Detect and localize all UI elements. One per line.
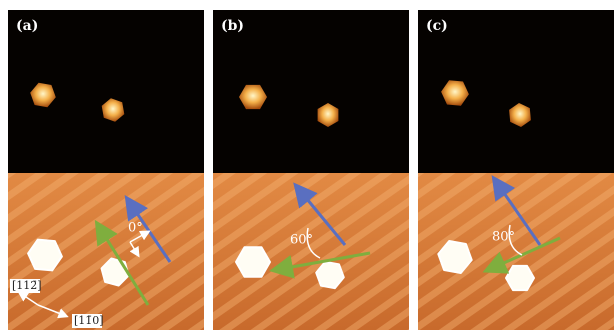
direction-label: [112̄] — [12, 279, 42, 292]
figure: (a) 0° (b) 60° (c) 80° [112̄] [11̄0] — [0, 0, 615, 333]
panel-label: (c) — [426, 18, 448, 34]
panel: (b) 60° — [213, 10, 409, 330]
panel: (c) 80° — [418, 10, 614, 330]
direction-label: [11̄0] — [74, 314, 104, 327]
angle-label: 60° — [290, 233, 313, 248]
angle-label: 0° — [128, 221, 143, 236]
angle-label: 80° — [492, 230, 515, 245]
molecule — [506, 266, 534, 290]
molecule — [236, 247, 270, 276]
panel-label: (b) — [221, 18, 244, 34]
page: (a)0°(b)60°(c)80°[112̄][11̄0] (() => { c… — [0, 0, 615, 333]
panel-label: (a) — [16, 18, 38, 34]
